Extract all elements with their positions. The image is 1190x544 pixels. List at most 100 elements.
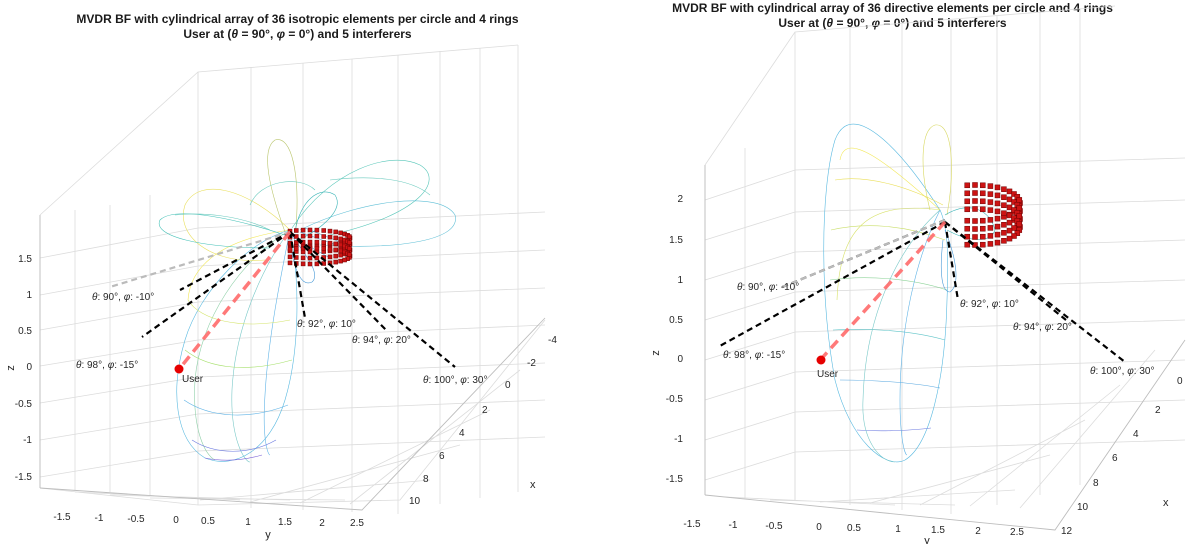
subtitle-part: = 0°) and 5 interferers: [285, 27, 412, 41]
interferer-label: θ: 92°, φ: 10°: [960, 299, 1019, 310]
subtitle-theta: θ: [231, 27, 239, 41]
chart-subtitle: User at (θ = 90°, φ = 0°) and 5 interfer…: [0, 27, 595, 41]
interferer-label: θ: 98°, φ: -15°: [723, 350, 785, 361]
subtitle-phi: φ: [276, 27, 286, 41]
array-element: [287, 260, 293, 266]
array-element: [300, 227, 306, 233]
array-element: [338, 230, 343, 236]
array-element: [1006, 219, 1013, 226]
array-element: [972, 198, 978, 204]
array-element: [300, 249, 306, 255]
array-element: [1001, 186, 1007, 192]
array-element: [347, 252, 352, 257]
z-tick: -0.5: [666, 394, 684, 405]
x-tick: 12: [1061, 526, 1073, 537]
array-element: [321, 240, 326, 245]
array-element: [300, 261, 306, 267]
y-tick: -1.5: [53, 512, 71, 523]
array-element: [1011, 207, 1017, 213]
y-tick: 2.5: [350, 518, 364, 529]
x-tick: 6: [1112, 453, 1118, 464]
interferer-lines: [717, 218, 1126, 363]
plot-area: User θ: 90°, φ: -10° θ: 98°, φ: -15° θ: …: [650, 5, 1186, 544]
array-element: [987, 241, 994, 247]
user-marker: [174, 364, 184, 374]
array-element: [1016, 197, 1023, 203]
array-element: [287, 246, 293, 252]
z-tick: -1.5: [15, 472, 33, 483]
array-element: [294, 240, 299, 245]
y-ticks: -1.5 -1 -0.5 0 0.5 1 1.5 2 2.5: [683, 519, 1024, 538]
array-element: [333, 241, 338, 247]
array-element: [994, 200, 1001, 207]
z-ticks: 2 1.5 1 0.5 0 -0.5 -1 -1.5: [666, 194, 684, 485]
array-element: [333, 259, 338, 265]
array-element: [347, 246, 352, 251]
array-element: [980, 206, 986, 213]
array-element: [1001, 210, 1007, 216]
array-element: [1011, 199, 1017, 205]
z-tick: 0: [677, 354, 683, 365]
array-element: [987, 191, 994, 197]
array-element: [964, 198, 970, 205]
x-tick: 6: [439, 451, 445, 462]
array-element: [964, 182, 970, 189]
array-element: [994, 208, 1001, 215]
x-ticks: -4 -2 0 2 4 6 8 10: [409, 335, 557, 507]
array-element: [994, 192, 1001, 199]
array-element: [964, 217, 970, 224]
array-element: [1011, 191, 1017, 197]
z-tick: 1.5: [669, 235, 683, 246]
chart-panel-directive: MVDR BF with cylindrical array of 36 dir…: [595, 0, 1190, 544]
chart-title: MVDR BF with cylindrical array of 36 iso…: [76, 12, 519, 26]
array-element: [287, 254, 293, 260]
user-direction-line: [178, 230, 292, 370]
y-tick: 0.5: [201, 516, 215, 527]
array-element: [294, 228, 299, 233]
array-element: [347, 234, 352, 239]
array-element: [994, 223, 1001, 230]
y-axis-label: y: [265, 529, 271, 541]
x-axis-label: x: [1163, 497, 1169, 509]
array-element: [327, 246, 333, 252]
array-element: [314, 245, 320, 251]
x-ticks: 0 2 4 6 8 10 12: [1061, 376, 1183, 537]
x-tick: 4: [1133, 429, 1139, 440]
x-tick: 0: [505, 380, 511, 391]
array-element: [338, 236, 343, 242]
array-element: [964, 225, 970, 232]
array-element: [1001, 238, 1007, 244]
y-tick: -1.5: [683, 519, 701, 530]
interferer-label: θ: 94°, φ: 20°: [352, 335, 411, 346]
x-tick: 8: [423, 474, 429, 485]
array-element: [994, 184, 1001, 191]
array-element: [1001, 202, 1007, 208]
array-element: [1006, 227, 1013, 234]
array-element: [307, 233, 313, 239]
array-element: [333, 247, 338, 253]
array-element: [314, 233, 320, 239]
array-element: [1001, 222, 1007, 228]
array-element: [327, 228, 333, 234]
array-element: [333, 235, 338, 241]
z-tick: -1: [674, 434, 683, 445]
subtitle-theta: θ: [826, 16, 834, 30]
array-element: [307, 239, 313, 245]
z-tick: -1.5: [666, 474, 684, 485]
y-tick: 1: [245, 517, 251, 528]
array-element: [1001, 230, 1007, 236]
interferer-label: θ: 94°, φ: 20°: [1013, 322, 1072, 333]
x-tick: 2: [1155, 405, 1161, 416]
chart-panel-isotropic: MVDR BF with cylindrical array of 36 iso…: [0, 12, 595, 541]
array-element: [987, 199, 994, 205]
y-tick: 0.5: [847, 523, 861, 534]
subtitle-phi: φ: [871, 16, 881, 30]
array-element: [342, 257, 347, 263]
user-direction-line: [820, 220, 947, 360]
interferer-label: θ: 90°, φ: -10°: [737, 282, 799, 293]
array-element: [294, 234, 299, 239]
array-element: [321, 228, 326, 233]
y-tick: -0.5: [765, 521, 783, 532]
array-element: [980, 198, 986, 205]
array-element: [338, 242, 343, 248]
